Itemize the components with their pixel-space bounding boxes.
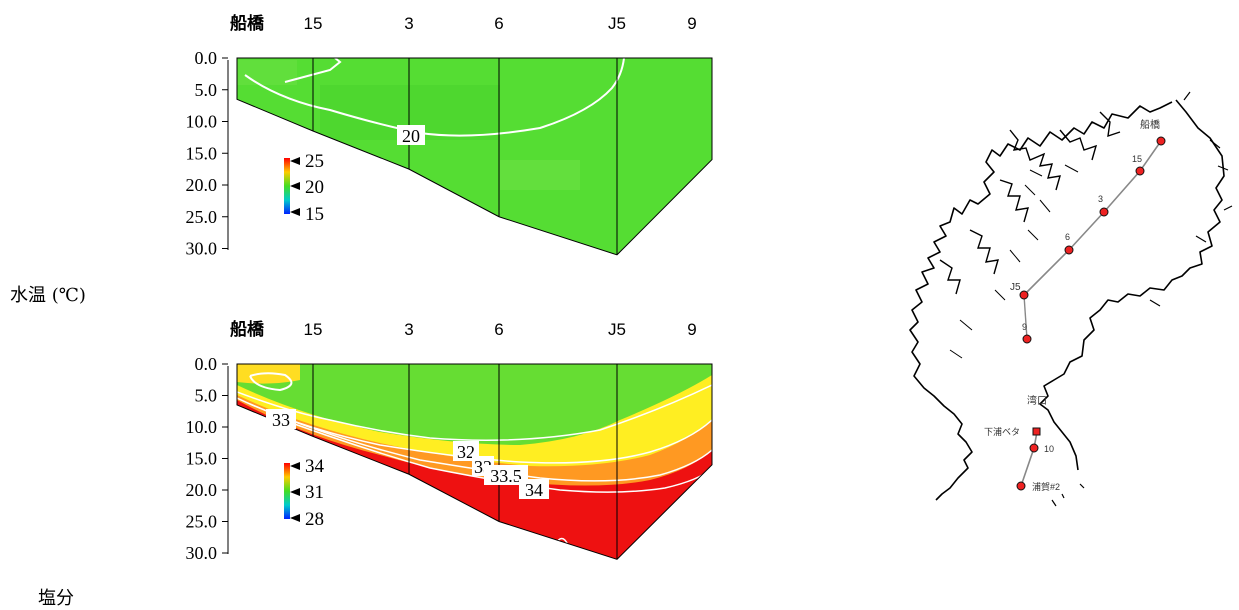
- depth-tick-label: 15.0: [186, 143, 218, 163]
- colorbar: 34 31 28: [284, 456, 325, 530]
- depth-tick-label: 10.0: [186, 417, 218, 437]
- colorbar-label: 20: [305, 177, 324, 198]
- station-label: 6: [494, 320, 503, 339]
- map-label: 10: [1044, 444, 1054, 454]
- station-label: J5: [608, 14, 626, 33]
- map-station-marker: [1135, 166, 1145, 176]
- map-station-marker: [1022, 334, 1032, 344]
- salinity-section: 船橋 15 3 6 J5 9 0.05.010.015.020.025.030.…: [186, 319, 713, 563]
- field-patch: [500, 160, 580, 190]
- colorbar-label: 25: [305, 151, 324, 172]
- coastline-detail: [939, 111, 1121, 295]
- depth-tick-label: 5.0: [195, 386, 218, 406]
- contour-label: 33: [272, 410, 290, 430]
- station-header: 船橋 15 3 6 J5 9: [230, 13, 697, 33]
- depth-tick-label: 30.0: [186, 239, 218, 259]
- station-label: 3: [404, 14, 413, 33]
- map-label: J5: [1010, 282, 1021, 293]
- colorbar-arrow: [290, 462, 300, 470]
- colorbar-strip: [284, 158, 290, 214]
- depth-tick-label: 30.0: [186, 543, 218, 563]
- map-label: 浦賀#2: [1032, 481, 1060, 492]
- station-label: 15: [304, 320, 323, 339]
- contour-line: [237, 397, 712, 464]
- depth-tick-label: 25.0: [186, 512, 218, 532]
- map-label: 9: [1022, 322, 1027, 332]
- contour-label: 32: [457, 442, 475, 462]
- map-label: 6: [1065, 232, 1070, 242]
- station-label: 9: [687, 14, 696, 33]
- station-label: J5: [608, 320, 626, 339]
- station-label: 15: [304, 14, 323, 33]
- contour-label-box: 33: [266, 409, 296, 430]
- colorbar-arrow: [290, 488, 300, 496]
- contour-line: [244, 58, 625, 137]
- colorbar-label: 28: [305, 509, 324, 530]
- map-label: 3: [1098, 194, 1103, 204]
- map-station-marker: [1064, 245, 1074, 255]
- coastline-east: [1039, 99, 1225, 471]
- colorbar-strip: [284, 463, 290, 519]
- contour-label-box: 33.5: [484, 465, 528, 486]
- colorbar-arrow: [290, 182, 300, 190]
- transect-line: [1023, 140, 1162, 296]
- map-label: 船橋: [1140, 118, 1160, 131]
- station-header: 船橋 15 3 6 J5 9: [230, 319, 697, 339]
- map-station-marker: [1032, 427, 1041, 436]
- contour-label-box: 34: [519, 479, 549, 500]
- contour-line: [284, 58, 342, 83]
- contour-label: 33.5: [490, 466, 522, 486]
- transect-line: [1020, 431, 1038, 487]
- colorbar-arrow: [290, 157, 300, 165]
- map-label: 15: [1132, 154, 1142, 164]
- depth-tick-label: 15.0: [186, 449, 218, 469]
- coastline-detail: [1051, 483, 1085, 507]
- depth-axis: 0.0 5.0 10.0 15.0 20.0 25.0 30.0: [186, 48, 229, 259]
- station-label: 6: [494, 14, 503, 33]
- bay-map: 船橋 15 3 6 J5 9 湾口 下浦ベタ 10 浦賀#2: [909, 91, 1233, 507]
- map-station-marker: [1099, 207, 1109, 217]
- salinity-section-label: 塩分: [38, 588, 74, 609]
- map-label: 湾口: [1027, 394, 1047, 407]
- depth-tick-label: 10.0: [186, 112, 218, 132]
- colorbar-label: 31: [305, 482, 324, 503]
- contour-label: 20: [402, 126, 420, 146]
- station-label: 船橋: [230, 319, 265, 339]
- colorbar-arrow: [290, 514, 300, 522]
- map-station-marker: [1019, 290, 1029, 300]
- coastline-detail: [949, 164, 1079, 359]
- map-station-marker: [1029, 443, 1039, 453]
- depth-tick-label: 20.0: [186, 480, 218, 500]
- contour-line: [249, 372, 293, 392]
- temperature-section: 船橋 15 3 6 J5 9 0.05.010.015.020.025.030.…: [186, 13, 713, 259]
- colorbar: 25 20 15: [284, 151, 324, 225]
- colorbar-arrow: [290, 208, 300, 216]
- map-label: 下浦ベタ: [984, 426, 1020, 437]
- map-station-marker: [1016, 481, 1026, 491]
- colorbar-label: 15: [305, 204, 324, 225]
- station-label: 船橋: [230, 13, 265, 33]
- contour-label-box: 20: [397, 125, 425, 146]
- depth-tick-label: 0.0: [195, 354, 218, 374]
- depth-tick-label: 25.0: [186, 207, 218, 227]
- map-station-marker: [1156, 136, 1166, 146]
- temperature-section-label: 水温 (℃): [10, 285, 86, 306]
- depth-axis: 0.0 5.0 10.0 15.0 20.0 25.0 30.0: [186, 354, 229, 563]
- depth-tick-label: 5.0: [195, 80, 218, 100]
- colorbar-label: 34: [305, 456, 325, 477]
- coastline-detail: [1149, 91, 1233, 307]
- station-label: 3: [404, 320, 413, 339]
- station-label: 9: [687, 320, 696, 339]
- contour-label: 34: [525, 480, 543, 500]
- transect-line: [1023, 294, 1028, 340]
- depth-tick-label: 0.0: [195, 48, 218, 68]
- depth-tick-label: 20.0: [186, 175, 218, 195]
- coastline-west: [909, 101, 1173, 501]
